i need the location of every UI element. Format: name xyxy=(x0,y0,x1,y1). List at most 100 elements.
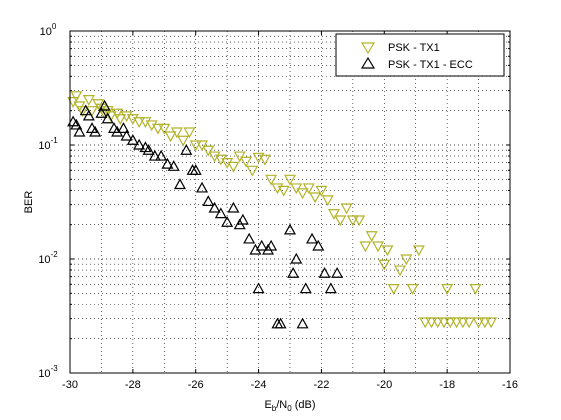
point-psk-tx1 xyxy=(444,317,457,329)
point-psk-tx1-ecc xyxy=(79,104,92,116)
point-psk-tx1-ecc xyxy=(189,164,202,175)
point-psk-tx1 xyxy=(189,140,202,152)
point-psk-tx1 xyxy=(431,317,444,329)
point-psk-tx1 xyxy=(359,241,372,253)
point-psk-tx1 xyxy=(463,317,476,329)
point-psk-tx1-ecc xyxy=(111,125,124,137)
plot-frame xyxy=(69,30,511,374)
point-psk-tx1 xyxy=(478,317,491,329)
x-tick-label: -20 xyxy=(376,379,392,391)
point-psk-tx1-ecc xyxy=(324,282,337,294)
point-psk-tx1-ecc xyxy=(117,122,130,133)
point-psk-tx1 xyxy=(114,114,127,125)
point-psk-tx1-ecc xyxy=(70,118,83,130)
point-psk-tx1 xyxy=(346,215,359,227)
point-psk-tx1-ecc xyxy=(221,216,234,227)
point-psk-tx1-ecc xyxy=(180,143,193,155)
y-axis-label: BER xyxy=(23,191,35,214)
legend-label-psk-tx1-ecc: PSK - TX1 - ECC xyxy=(388,59,473,71)
point-psk-tx1-ecc xyxy=(126,134,139,145)
point-psk-tx1 xyxy=(227,161,240,173)
point-psk-tx1 xyxy=(133,117,146,128)
point-psk-tx1 xyxy=(441,283,454,295)
point-psk-tx1 xyxy=(183,127,196,139)
point-psk-tx1 xyxy=(195,140,209,152)
point-psk-tx1-ecc xyxy=(82,109,95,121)
x-tick-label: -28 xyxy=(125,379,141,391)
point-psk-tx1 xyxy=(469,283,482,295)
y-tick-label: 100 xyxy=(40,22,57,38)
x-tick-label: -22 xyxy=(313,379,329,391)
point-psk-tx1-ecc xyxy=(98,99,111,111)
point-psk-tx1-ecc xyxy=(73,125,86,137)
point-psk-tx1 xyxy=(387,283,400,295)
point-psk-tx1 xyxy=(246,165,259,177)
point-psk-tx1-ecc xyxy=(95,106,108,118)
plot-area xyxy=(70,31,510,373)
data-points xyxy=(67,91,498,329)
point-psk-tx1-ecc xyxy=(202,195,215,207)
x-axis-label: Eb/N0 (dB) xyxy=(264,399,315,413)
point-psk-tx1 xyxy=(406,283,419,295)
point-psk-tx1 xyxy=(353,215,366,227)
point-psk-tx1 xyxy=(233,151,246,163)
x-tick-label: -16 xyxy=(502,379,518,391)
point-psk-tx1 xyxy=(450,317,463,329)
point-psk-tx1 xyxy=(315,185,328,197)
point-psk-tx1 xyxy=(202,145,215,157)
point-psk-tx1-ecc xyxy=(296,317,309,329)
point-psk-tx1-ecc xyxy=(142,143,155,155)
point-psk-tx1-ecc xyxy=(148,149,161,161)
point-psk-tx1 xyxy=(419,317,432,329)
y-tick-label: 10-2 xyxy=(38,250,58,266)
point-psk-tx1-ecc xyxy=(214,207,227,219)
point-psk-tx1-ecc xyxy=(195,181,209,193)
axis-ticks: -30 -28 -26 -24 -22 -20 -18 -16 10-3 10-2 10-1 100 xyxy=(38,22,518,391)
point-psk-tx1-ecc xyxy=(255,239,268,251)
point-psk-tx1 xyxy=(340,203,353,215)
point-psk-tx1 xyxy=(258,154,271,166)
grid xyxy=(70,31,510,373)
point-psk-tx1 xyxy=(456,317,469,329)
point-psk-tx1 xyxy=(302,183,315,195)
point-psk-tx1-ecc xyxy=(331,267,344,278)
point-psk-tx1 xyxy=(425,317,438,329)
point-psk-tx1-ecc xyxy=(290,252,303,264)
point-psk-tx1-ecc xyxy=(305,232,319,244)
point-psk-tx1-ecc xyxy=(208,201,221,213)
point-psk-tx1-ecc xyxy=(120,129,133,141)
point-psk-tx1 xyxy=(151,123,165,135)
point-psk-tx1 xyxy=(393,265,407,277)
point-psk-tx1 xyxy=(283,174,297,186)
point-psk-tx1-ecc xyxy=(133,138,146,150)
point-psk-tx1-ecc xyxy=(236,213,249,225)
point-psk-tx1 xyxy=(70,91,83,103)
point-psk-tx1-ecc xyxy=(161,157,174,169)
point-psk-tx1-ecc xyxy=(167,160,180,171)
legend-marker-psk-tx1-ecc xyxy=(360,56,376,69)
point-psk-tx1 xyxy=(327,209,341,220)
point-psk-tx1 xyxy=(472,317,485,329)
point-psk-tx1-ecc xyxy=(173,178,187,190)
legend: PSK - TX1 PSK - TX1 - ECC xyxy=(335,33,505,77)
point-psk-tx1-ecc xyxy=(243,232,256,244)
point-psk-tx1 xyxy=(76,106,89,117)
point-psk-tx1 xyxy=(82,95,95,106)
point-psk-tx1-ecc xyxy=(287,267,300,278)
point-psk-tx1 xyxy=(164,131,177,143)
point-psk-tx1 xyxy=(321,195,334,207)
point-psk-tx1 xyxy=(177,135,190,147)
point-psk-tx1-ecc xyxy=(101,112,114,124)
point-psk-tx1 xyxy=(365,231,378,242)
point-psk-tx1 xyxy=(485,317,498,329)
point-psk-tx1 xyxy=(158,123,171,135)
point-psk-tx1-ecc xyxy=(252,282,265,294)
point-psk-tx1-ecc xyxy=(227,201,240,213)
point-psk-tx1-ecc xyxy=(312,239,325,251)
point-psk-tx1 xyxy=(334,215,347,227)
legend-label-psk-tx1: PSK - TX1 xyxy=(388,42,440,54)
point-psk-tx1 xyxy=(381,245,394,257)
x-tick-label: -26 xyxy=(188,379,204,391)
point-psk-tx1-ecc xyxy=(274,317,287,329)
x-tick-label: -30 xyxy=(62,379,78,391)
